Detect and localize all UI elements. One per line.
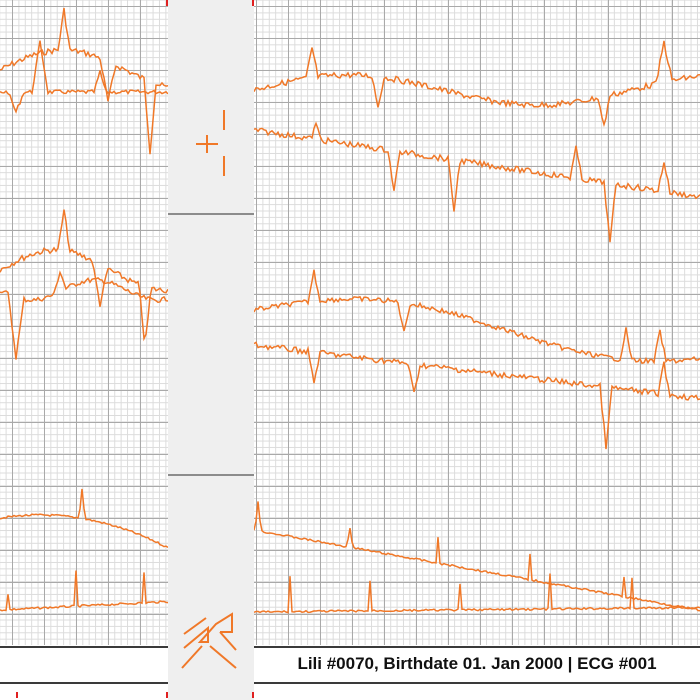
ecg-trace [0, 570, 168, 612]
ecg-trace [254, 121, 700, 243]
corner-mark [166, 692, 168, 698]
ecg-trace [254, 501, 700, 612]
ecg-trace [254, 40, 700, 128]
ecg-trace [0, 270, 168, 360]
corner-mark [16, 692, 18, 698]
ecg-trace [0, 7, 168, 155]
ecg-panel-left [0, 0, 168, 645]
bar-divider-bottom [168, 474, 254, 476]
ecg-trace [0, 209, 168, 342]
ecg-trace [254, 341, 700, 450]
footer-strip [0, 645, 700, 700]
footer-rule-left-bottom [0, 682, 168, 684]
ecg-trace [254, 573, 700, 614]
ecg-logo-icon [181, 612, 237, 669]
ecg-panel-right [254, 0, 700, 645]
footer-rule-left-top [0, 646, 168, 648]
corner-mark [166, 0, 168, 6]
ecg-trace [0, 488, 168, 549]
corner-mark [252, 0, 254, 6]
patient-info-label: Lili #0070, Birthdate 01. Jan 2000 | ECG… [297, 654, 657, 673]
ecg-traces-right [254, 40, 700, 614]
ecg-trace [254, 269, 700, 365]
bar-divider-top [168, 213, 254, 215]
footer-rule-right-top [254, 646, 700, 648]
corner-mark [252, 692, 254, 698]
footer-rule-right-bottom [254, 682, 700, 684]
ecg-trace [0, 40, 168, 114]
calibration-marker-icon [196, 110, 225, 176]
ecg-traces-left [0, 7, 168, 612]
center-separator-bar [168, 0, 254, 700]
